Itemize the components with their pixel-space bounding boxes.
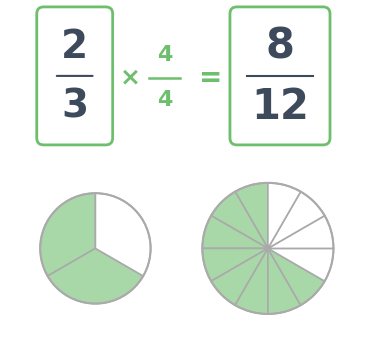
Wedge shape bbox=[235, 248, 268, 314]
Wedge shape bbox=[268, 216, 333, 248]
Wedge shape bbox=[211, 248, 268, 305]
Wedge shape bbox=[268, 248, 301, 314]
Wedge shape bbox=[211, 191, 268, 248]
Text: 8: 8 bbox=[265, 26, 295, 68]
Wedge shape bbox=[202, 216, 268, 248]
Wedge shape bbox=[48, 248, 143, 304]
FancyBboxPatch shape bbox=[230, 7, 330, 145]
FancyBboxPatch shape bbox=[37, 7, 113, 145]
Text: =: = bbox=[199, 63, 223, 92]
Wedge shape bbox=[235, 183, 268, 248]
Wedge shape bbox=[268, 248, 333, 281]
Text: 12: 12 bbox=[251, 86, 309, 128]
Text: 2: 2 bbox=[61, 28, 88, 66]
Text: 4: 4 bbox=[157, 90, 172, 110]
Wedge shape bbox=[95, 193, 151, 276]
Wedge shape bbox=[268, 248, 324, 305]
Wedge shape bbox=[202, 248, 268, 281]
Wedge shape bbox=[268, 191, 324, 248]
Wedge shape bbox=[40, 193, 95, 276]
Text: 4: 4 bbox=[157, 45, 172, 65]
Wedge shape bbox=[268, 183, 301, 248]
Text: ×: × bbox=[119, 66, 141, 90]
Text: 3: 3 bbox=[61, 88, 88, 126]
